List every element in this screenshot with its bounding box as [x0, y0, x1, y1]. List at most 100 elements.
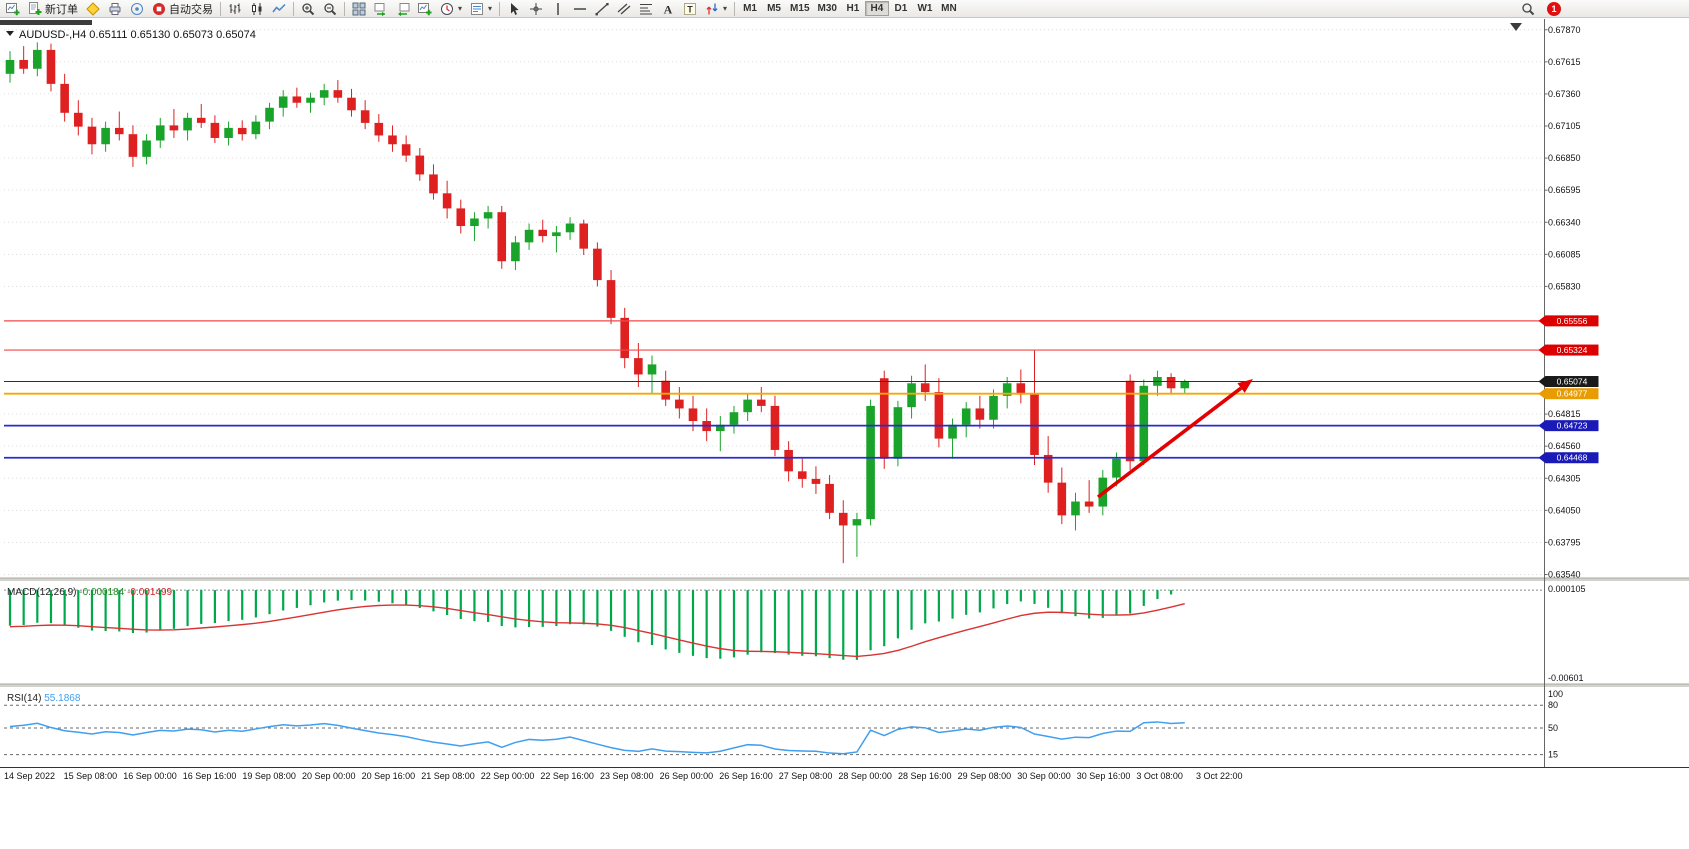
time-axis-label: 19 Sep 08:00 — [242, 771, 296, 781]
macd-axis-max: 0.000105 — [1548, 584, 1586, 594]
price-badge: 0.64977 — [1538, 388, 1599, 400]
vline-icon — [557, 2, 559, 15]
time-axis-label: 26 Sep 00:00 — [660, 771, 714, 781]
chart-shift-marker[interactable] — [1510, 23, 1522, 31]
time-axis-label: 16 Sep 16:00 — [183, 771, 237, 781]
trend-arrow-object[interactable] — [1096, 379, 1253, 499]
symbol-dropdown-icon[interactable] — [6, 31, 14, 36]
arrows-button[interactable]: ▾ — [701, 1, 731, 17]
equidistant-channel-button[interactable] — [613, 1, 635, 17]
auto-trading-button[interactable]: 自动交易 — [148, 1, 217, 17]
toolbar-separator — [220, 1, 221, 16]
timeframe-M30-button[interactable]: M30 — [817, 3, 837, 14]
zoom-in-button[interactable] — [297, 1, 319, 17]
textT-icon: T — [684, 2, 697, 15]
price-axis-label: 0.67360 — [1548, 89, 1581, 99]
panel-splitters[interactable] — [0, 577, 1689, 687]
price-axis-label: 0.64305 — [1548, 473, 1581, 483]
time-axis-label: 16 Sep 00:00 — [123, 771, 177, 781]
price-axis-label: 0.64050 — [1548, 505, 1581, 515]
price-axis[interactable]: 0.67870 0.67615 0.67360 0.67105 0.66850 0.665… — [1538, 19, 1599, 767]
notification-badge[interactable]: 1 — [1547, 1, 1561, 16]
svg-text:0.64723: 0.64723 — [1557, 421, 1588, 431]
timeframe-H4-button[interactable]: H4 — [864, 1, 889, 16]
text-label-button[interactable]: T — [679, 1, 701, 17]
price-axis-label: 0.67870 — [1548, 25, 1581, 35]
crosshair-button[interactable] — [525, 1, 547, 17]
time-axis-label: 26 Sep 16:00 — [719, 771, 773, 781]
new-chart-window-button[interactable] — [414, 1, 436, 17]
price-badge: 0.64723 — [1538, 420, 1599, 432]
new-chart-button[interactable] — [2, 1, 24, 17]
timeframe-W1-button[interactable]: W1 — [917, 3, 933, 14]
price-badge: 0.65556 — [1538, 315, 1599, 327]
time-axis-label: 30 Sep 16:00 — [1077, 771, 1131, 781]
time-axis-label: 20 Sep 16:00 — [362, 771, 416, 781]
time-axis-label: 14 Sep 2022 — [4, 771, 55, 781]
candlestick-chart-type-button[interactable] — [246, 1, 268, 17]
time-axis-label: 28 Sep 16:00 — [898, 771, 952, 781]
printer-icon — [109, 2, 121, 15]
trendline-icon — [595, 2, 609, 15]
cursor-button[interactable] — [503, 1, 525, 17]
horizontal-line-objects[interactable] — [4, 320, 1543, 459]
symbol-ohlc-label: AUDUSD-,H4 0.65111 0.65130 0.65073 0.650… — [19, 29, 256, 41]
rsi-axis-label: 15 — [1548, 750, 1558, 760]
macd-label: MACD(12,26,9) -0.000184 -0.001499 — [7, 587, 173, 598]
vertical-line-button[interactable] — [547, 1, 569, 17]
new-order-button-label: 新订单 — [45, 3, 78, 16]
svg-text:0.64468: 0.64468 — [1557, 453, 1588, 463]
toolbar-separator — [734, 1, 736, 16]
svg-text:A: A — [664, 2, 673, 16]
dropdown-caret-icon: ▾ — [723, 4, 728, 13]
price-axis-label: 0.67615 — [1548, 57, 1581, 67]
zoom-out-icon — [324, 2, 337, 15]
price-axis-label: 0.64560 — [1548, 441, 1581, 451]
market-watch-button[interactable] — [82, 1, 104, 17]
line-chart-type-button[interactable] — [268, 1, 290, 17]
templates-button[interactable]: ▾ — [466, 1, 496, 17]
fibo-icon — [640, 3, 653, 14]
auto-scroll-button[interactable] — [370, 1, 392, 17]
template-icon — [471, 2, 484, 15]
chart-shift-button[interactable] — [392, 1, 414, 17]
search-button[interactable] — [1517, 1, 1539, 17]
data-window-button[interactable] — [126, 1, 148, 17]
autotrade-icon — [153, 2, 165, 15]
crosshair-icon — [530, 2, 543, 15]
periods-button[interactable]: ▾ — [436, 1, 466, 17]
fibonacci-button[interactable] — [635, 1, 657, 17]
textA-icon: A — [664, 2, 673, 16]
tile-windows-button[interactable] — [348, 1, 370, 17]
horizontal-line-button[interactable] — [569, 1, 591, 17]
chart-scrollbar-thumb[interactable] — [0, 20, 92, 25]
time-axis-label: 20 Sep 00:00 — [302, 771, 356, 781]
svg-text:0.65324: 0.65324 — [1557, 345, 1588, 355]
new-order-button[interactable]: 新订单 — [24, 1, 82, 17]
candles-icon — [252, 2, 262, 15]
dropdown-caret-icon: ▾ — [458, 4, 463, 13]
price-axis-label: 0.66340 — [1548, 217, 1581, 227]
timeframe-M1-button[interactable]: M1 — [743, 3, 757, 14]
text-button[interactable]: A — [657, 1, 679, 17]
time-axis[interactable]: 14 Sep 2022 15 Sep 08:00 16 Sep 00:00 16 Se… — [0, 767, 1689, 782]
rsi-axis-label: 80 — [1548, 700, 1558, 710]
channel-icon — [617, 3, 631, 14]
bar-chart-type-button[interactable] — [224, 1, 246, 17]
arrows-icon — [706, 3, 718, 14]
timeframe-M15-button[interactable]: M15 — [790, 3, 810, 14]
timeframe-M5-button[interactable]: M5 — [767, 3, 781, 14]
zoom-in-icon — [302, 2, 315, 15]
timeframe-H1-button[interactable]: H1 — [846, 3, 860, 14]
time-axis-label: 30 Sep 00:00 — [1017, 771, 1071, 781]
zoom-out-button[interactable] — [319, 1, 341, 17]
search-icon — [1522, 2, 1535, 15]
charts-list-button[interactable] — [104, 1, 126, 17]
line-type-icon — [272, 3, 286, 12]
toolbar-separator — [293, 1, 294, 16]
timeframe-D1-button[interactable]: D1 — [894, 3, 908, 14]
timeframe-MN-button[interactable]: MN — [941, 3, 957, 14]
trendline-button[interactable] — [591, 1, 613, 17]
rsi-axis-label: 50 — [1548, 723, 1558, 733]
